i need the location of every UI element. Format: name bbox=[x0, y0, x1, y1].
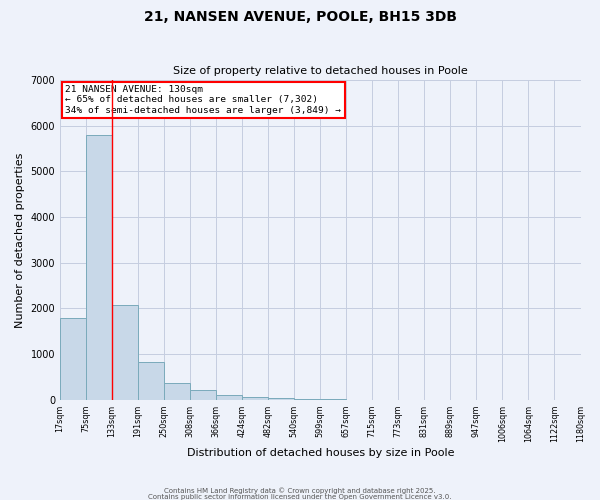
Y-axis label: Number of detached properties: Number of detached properties bbox=[15, 152, 25, 328]
Text: 21 NANSEN AVENUE: 130sqm
← 65% of detached houses are smaller (7,302)
34% of sem: 21 NANSEN AVENUE: 130sqm ← 65% of detach… bbox=[65, 85, 341, 114]
Text: 21, NANSEN AVENUE, POOLE, BH15 3DB: 21, NANSEN AVENUE, POOLE, BH15 3DB bbox=[143, 10, 457, 24]
X-axis label: Distribution of detached houses by size in Poole: Distribution of detached houses by size … bbox=[187, 448, 454, 458]
Bar bbox=[190, 390, 216, 400]
Bar bbox=[164, 383, 190, 400]
Title: Size of property relative to detached houses in Poole: Size of property relative to detached ho… bbox=[173, 66, 467, 76]
Text: Contains public sector information licensed under the Open Government Licence v3: Contains public sector information licen… bbox=[148, 494, 452, 500]
Bar bbox=[216, 395, 242, 400]
Bar bbox=[268, 398, 294, 400]
Bar bbox=[112, 304, 138, 400]
Text: Contains HM Land Registry data © Crown copyright and database right 2025.: Contains HM Land Registry data © Crown c… bbox=[164, 487, 436, 494]
Bar bbox=[242, 397, 268, 400]
Bar bbox=[60, 318, 86, 400]
Bar bbox=[86, 135, 112, 400]
Bar bbox=[138, 362, 164, 400]
